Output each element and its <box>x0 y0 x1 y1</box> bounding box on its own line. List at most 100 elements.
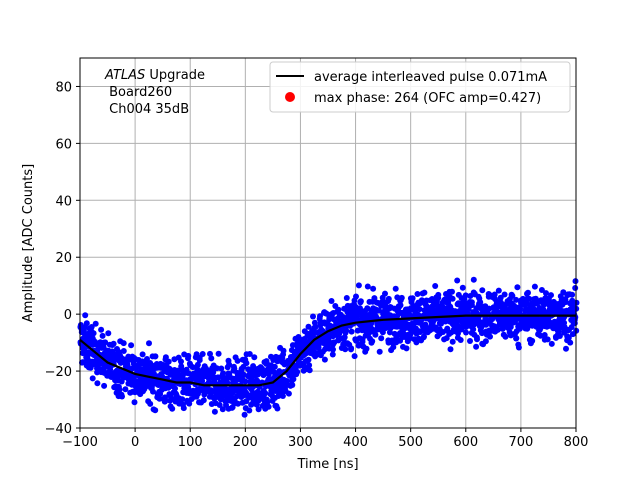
scatter-point <box>455 330 461 337</box>
x-tick-label: 600 <box>453 435 478 450</box>
scatter-point <box>162 394 168 401</box>
scatter-point <box>421 289 428 296</box>
scatter-point <box>264 399 271 406</box>
scatter-point <box>470 276 477 283</box>
scatter-point <box>540 306 547 313</box>
scatter-point <box>548 292 554 299</box>
scatter-point <box>403 345 410 352</box>
scatter-point <box>90 330 97 337</box>
scatter-point <box>515 344 522 351</box>
scatter-point <box>200 397 207 404</box>
scatter-point <box>251 354 258 361</box>
x-tick-label: 300 <box>288 435 313 450</box>
legend-box <box>269 61 571 113</box>
scatter-point <box>543 290 549 297</box>
scatter-point <box>390 344 397 351</box>
scatter-point <box>131 399 138 406</box>
scatter-point <box>376 348 383 355</box>
y-axis-label: Amplitude [ADC Counts] <box>21 164 36 322</box>
scatter-point <box>328 298 335 304</box>
scatter-point <box>147 400 154 407</box>
scatter-point <box>279 393 286 399</box>
scatter-point <box>526 295 533 302</box>
annotation-channel: Ch004 35dB <box>105 102 189 117</box>
scatter-point <box>110 340 117 347</box>
scatter-point <box>210 369 217 376</box>
scatter-point <box>146 340 152 347</box>
scatter-point <box>306 367 313 374</box>
scatter-point <box>335 306 342 313</box>
scatter-point <box>444 325 451 332</box>
scatter-point <box>343 295 350 301</box>
scatter-point <box>199 377 206 384</box>
scatter-point <box>310 313 316 320</box>
scatter-point <box>473 343 480 350</box>
scatter-point <box>246 407 253 414</box>
scatter-point <box>122 386 129 393</box>
scatter-point <box>305 356 312 363</box>
x-tick-label: 500 <box>398 435 423 450</box>
scatter-point <box>369 338 376 345</box>
scatter-point <box>231 365 238 372</box>
scatter-point <box>218 365 225 372</box>
scatter-point <box>213 365 220 372</box>
scatter-point <box>487 333 493 340</box>
scatter-point <box>139 351 146 358</box>
scatter-point <box>382 290 388 297</box>
scatter-point <box>467 338 473 344</box>
scatter-point <box>82 312 89 319</box>
scatter-point <box>169 405 176 412</box>
scatter-point <box>311 319 318 326</box>
scatter-point <box>88 324 95 330</box>
scatter-point <box>98 326 105 333</box>
scatter-point <box>180 405 187 412</box>
x-tick-label: 400 <box>343 435 368 450</box>
scatter-point <box>116 386 123 393</box>
y-tick-label: 60 <box>55 137 72 152</box>
x-tick-label: 200 <box>233 435 258 450</box>
scatter-point <box>156 395 163 402</box>
scatter-point <box>152 407 159 414</box>
scatter-point <box>219 406 226 413</box>
scatter-point <box>572 285 579 291</box>
scatter-point <box>523 300 530 307</box>
scatter-point <box>186 400 193 407</box>
scatter-point <box>194 361 201 368</box>
scatter-point <box>371 295 378 302</box>
scatter-point <box>525 289 531 296</box>
scatter-point <box>276 368 283 375</box>
scatter-point <box>240 371 247 378</box>
scatter-point <box>509 292 516 299</box>
scatter-point <box>397 302 404 309</box>
x-tick-label: 100 <box>178 435 203 450</box>
scatter-point <box>119 393 125 400</box>
scatter-point <box>482 338 489 345</box>
scatter-point <box>271 363 278 370</box>
scatter-point <box>274 405 281 412</box>
scatter-point <box>392 285 399 292</box>
scatter-point <box>105 330 112 337</box>
scatter-point <box>477 299 484 306</box>
scatter-point <box>449 338 456 345</box>
y-tick-label: 40 <box>55 194 72 209</box>
scatter-point <box>280 347 287 354</box>
legend-point-swatch <box>285 92 295 102</box>
scatter-point <box>544 336 551 343</box>
scatter-point <box>165 358 172 365</box>
scatter-point <box>120 340 127 347</box>
scatter-point <box>494 326 501 333</box>
scatter-point <box>463 329 469 336</box>
scatter-point <box>89 375 96 382</box>
scatter-point <box>502 333 509 340</box>
scatter-point <box>398 294 405 301</box>
scatter-point <box>548 340 555 347</box>
scatter-point <box>216 402 223 408</box>
annotation: ATLAS Upgrade Board260 Ch004 35dB <box>104 68 205 117</box>
scatter-point <box>567 339 574 346</box>
scatter-point <box>199 351 206 357</box>
scatter-point <box>449 295 456 302</box>
scatter-point <box>178 358 184 365</box>
scatter-point <box>416 306 423 313</box>
scatter-point <box>102 339 109 346</box>
scatter-point <box>348 328 355 335</box>
